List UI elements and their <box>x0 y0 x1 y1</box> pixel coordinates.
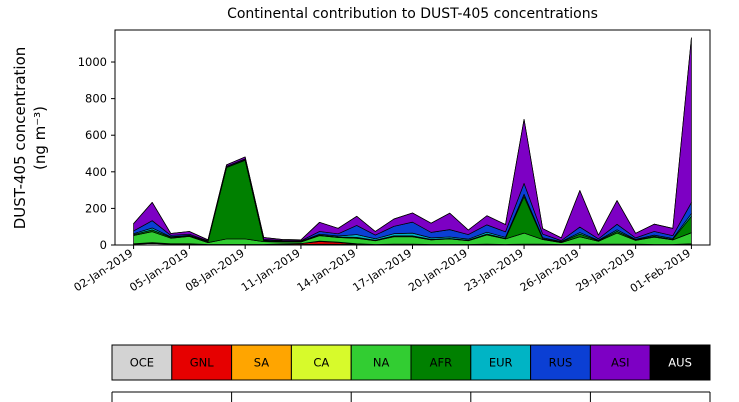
y-tick-label: 0 <box>100 238 107 252</box>
legend-swatch-sa <box>231 344 292 381</box>
x-tick-label: 05-Jan-2019 <box>127 247 191 295</box>
legend-label-oce: OCE <box>130 356 154 370</box>
legend-swatch-aus <box>649 344 711 381</box>
x-tick-label: 08-Jan-2019 <box>183 247 247 295</box>
legend-label-na: NA <box>373 356 390 370</box>
legend-swatch-rus <box>530 344 591 381</box>
y-axis-label: DUST-405 concentration (ng m⁻³) <box>10 47 51 230</box>
y-axis-label-line2: (ng m⁻³) <box>31 105 49 171</box>
legend-label-gnl: GNL <box>190 356 215 370</box>
x-tick-label: 17-Jan-2019 <box>350 247 414 295</box>
area-aus <box>133 37 692 241</box>
legend-swatch-na <box>350 344 412 381</box>
legend-label-afr: AFR <box>430 356 452 370</box>
x-tick-label: 29-Jan-2019 <box>574 247 638 295</box>
y-tick-label: 1000 <box>78 55 107 69</box>
x-tick-label: 02-Jan-2019 <box>72 247 136 295</box>
x-tick-label: 26-Jan-2019 <box>518 247 582 295</box>
legend-label-ca: CA <box>313 356 329 370</box>
x-tick-label: 11-Jan-2019 <box>239 247 303 295</box>
x-tick-label: 20-Jan-2019 <box>406 247 470 295</box>
legend-swatch-afr <box>410 344 472 381</box>
x-tick-label: 14-Jan-2019 <box>295 247 359 295</box>
y-tick-label: 600 <box>85 128 107 142</box>
legend-swatch-gnl <box>171 344 233 381</box>
legend-label-aus: AUS <box>668 356 692 370</box>
chart-title: Continental contribution to DUST-405 con… <box>227 6 598 22</box>
x-tick-label: 01-Feb-2019 <box>628 247 693 296</box>
legend-label-sa: SA <box>254 356 270 370</box>
x-tick-label: 23-Jan-2019 <box>462 247 526 295</box>
y-tick-label: 800 <box>85 92 107 106</box>
legend-label-eur: EUR <box>489 356 513 370</box>
y-tick-label: 200 <box>85 201 107 215</box>
legend-swatch-ca <box>290 344 352 381</box>
legend-swatch-oce <box>111 344 173 381</box>
y-axis-label-line1: DUST-405 concentration <box>10 46 29 230</box>
y-tick-label: 400 <box>85 165 107 179</box>
legend-label-rus: RUS <box>549 356 573 370</box>
cropped-legend-row <box>111 391 711 402</box>
legend-label-asi: ASI <box>611 356 630 370</box>
